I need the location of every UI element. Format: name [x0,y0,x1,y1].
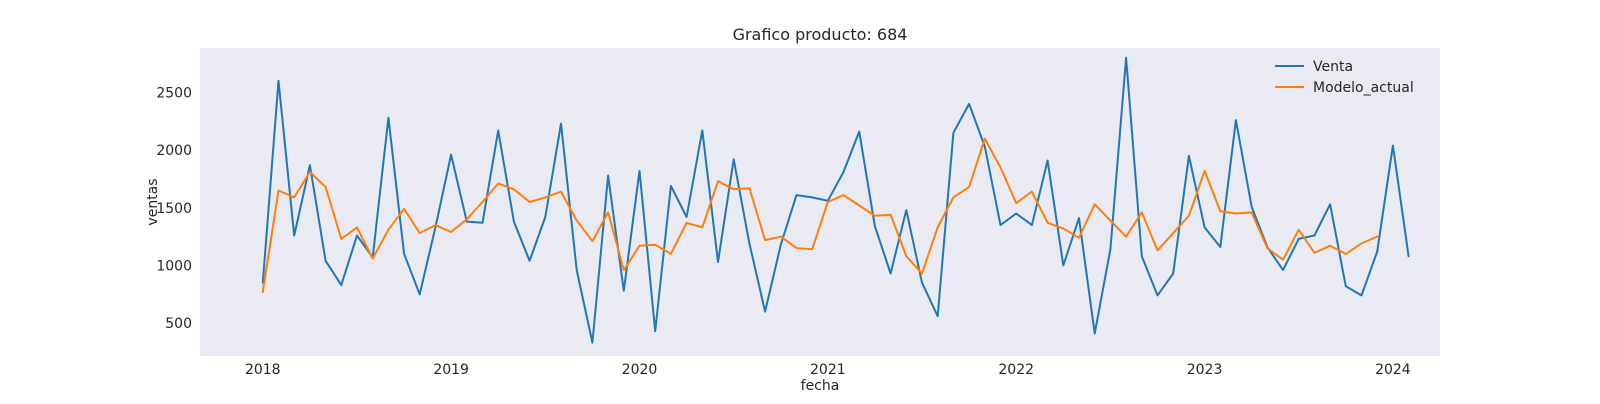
x-tick-label: 2023 [1187,362,1223,378]
x-tick-label: 2021 [810,362,846,378]
y-tick-label: 1000 [156,258,192,274]
y-tick-label: 2500 [156,85,192,101]
y-tick-label: 2000 [156,143,192,159]
x-axis-label: fecha [801,378,840,394]
x-tick-label: 2019 [433,362,469,378]
legend-label: Venta [1313,59,1353,75]
y-axis-label: ventas [145,178,161,225]
x-axis: 2018 2019 2020 2021 2022 2023 2024 [245,362,1411,378]
x-tick-label: 2020 [622,362,658,378]
series-line-modelo-actual [261,137,1379,293]
chart-title: Grafico producto: 684 [733,25,908,44]
legend-label: Modelo_actual [1313,80,1414,96]
y-tick-label: 1500 [156,201,192,217]
y-axis: 500 1000 1500 2000 2500 [156,85,192,332]
x-tick-label: 2022 [998,362,1034,378]
y-tick-label: 500 [165,316,192,332]
x-tick-label: 2024 [1375,362,1411,378]
series-line-venta [261,56,1410,344]
x-tick-label: 2018 [245,362,281,378]
legend: Venta Modelo_actual [1275,59,1414,96]
series-layer [261,56,1410,344]
plot-area [200,48,1440,356]
